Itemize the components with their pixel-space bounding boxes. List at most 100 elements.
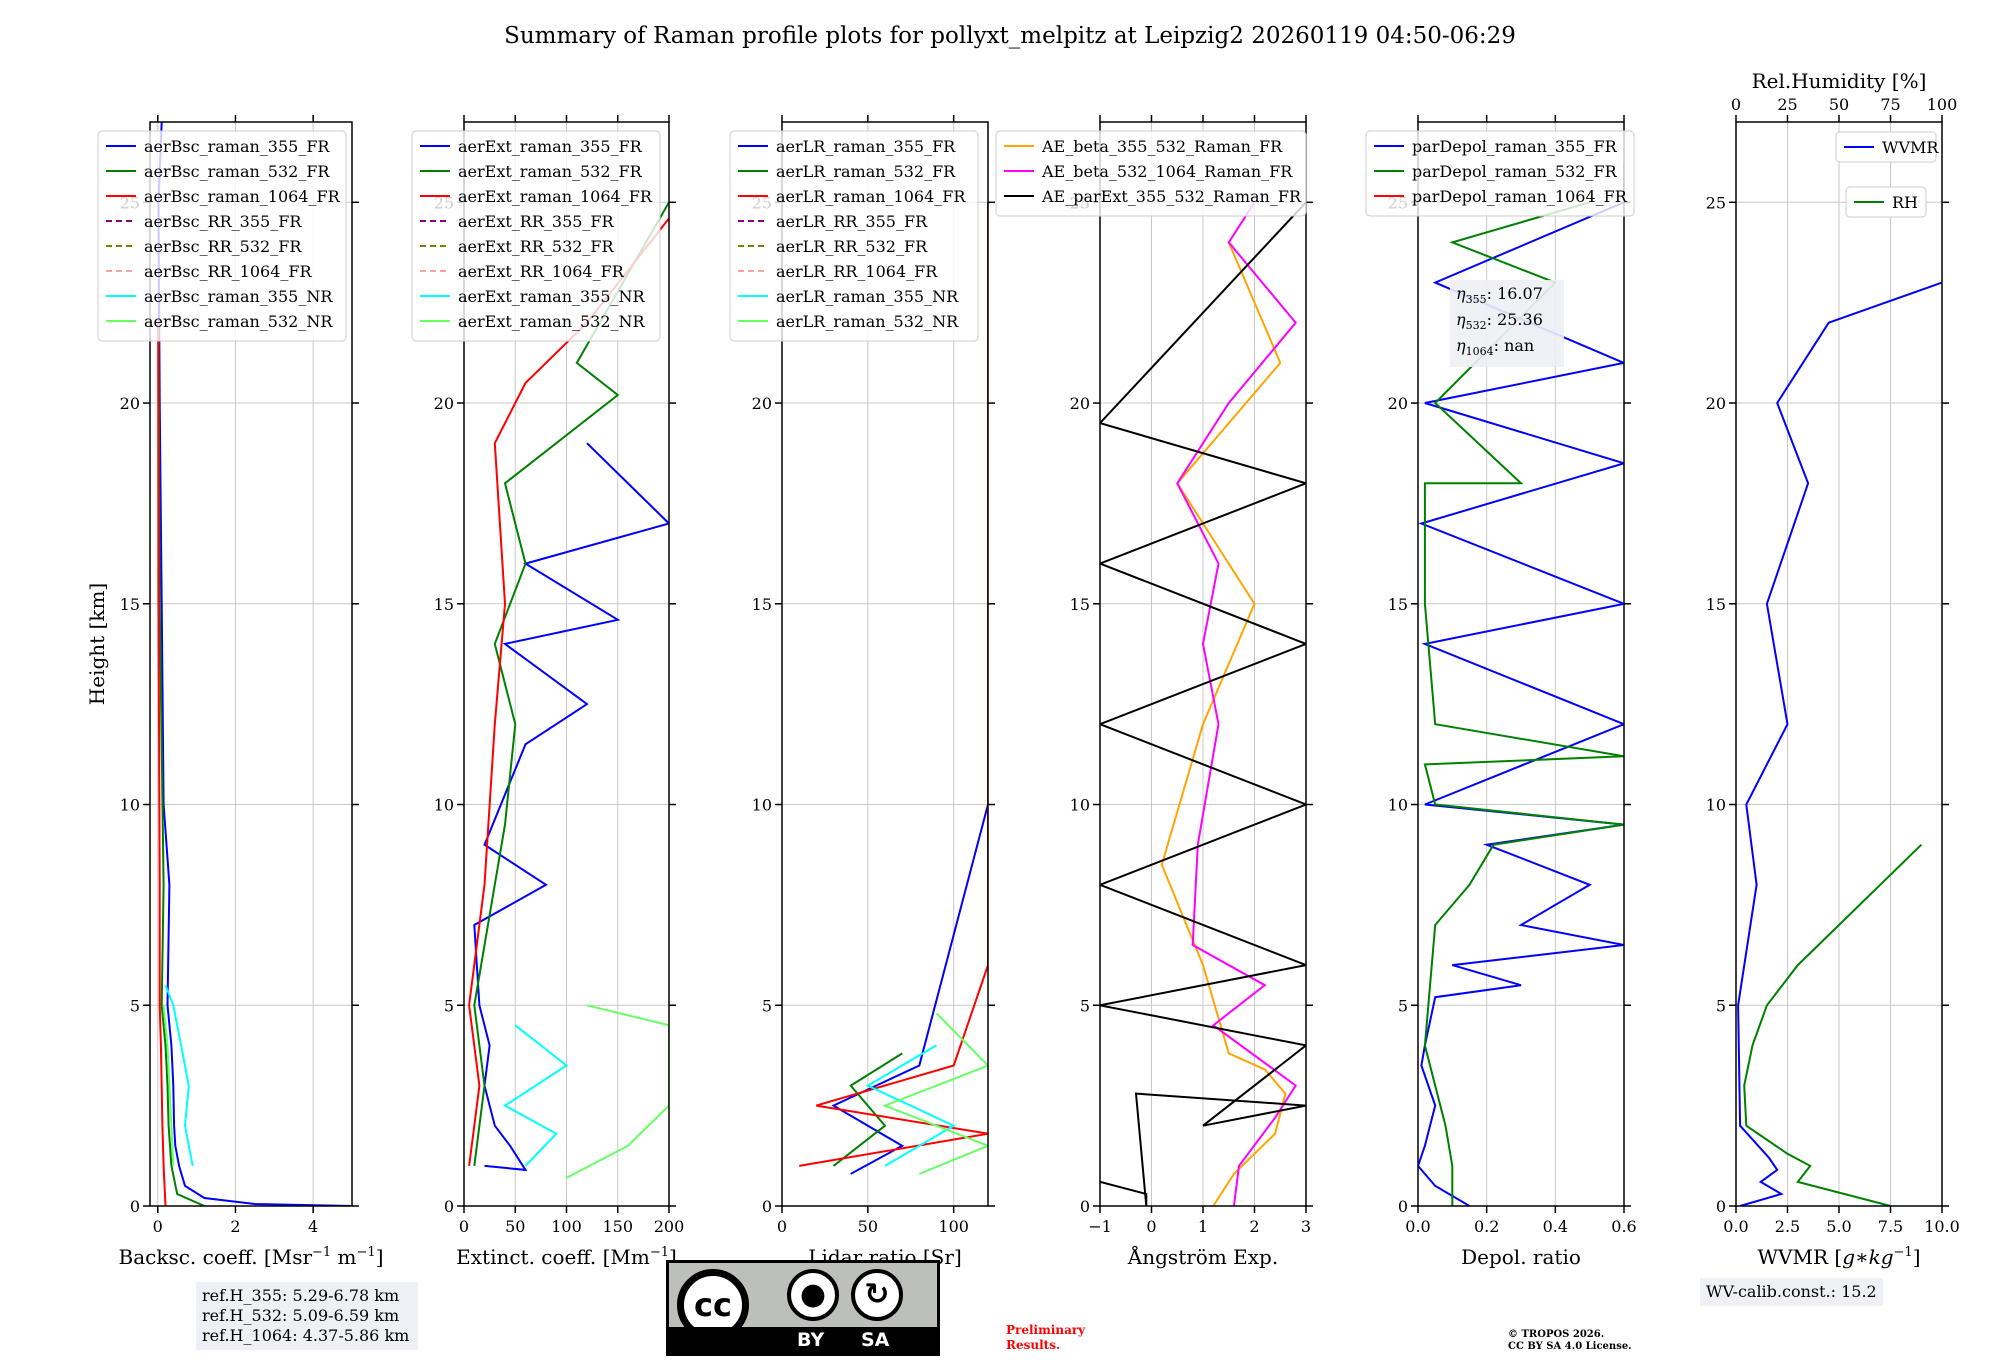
x-axis-label: WVMR [g∗kg−1]: [1757, 1245, 1920, 1269]
eta-532: η532: 25.36: [1456, 310, 1543, 333]
legend-label: aerLR_raman_355_NR: [776, 287, 959, 306]
y-tick-label: 5: [1080, 996, 1090, 1015]
top-x-tick-label: 75: [1880, 95, 1900, 114]
legend-box: [995, 130, 1307, 217]
x-tick-label: 7.5: [1878, 1217, 1903, 1236]
y-tick-label: 0: [130, 1197, 140, 1216]
series-line-AE_beta_532_1064_Raman_FR: [1176, 201, 1298, 1206]
legend-box: [1845, 186, 1927, 218]
x-axis-label: Depol. ratio: [1461, 1245, 1581, 1269]
share-alike-icon: ↻: [851, 1269, 903, 1321]
y-tick-label: 5: [1398, 996, 1408, 1015]
x-tick-label: 2: [1249, 1217, 1259, 1236]
legend-box: [97, 130, 347, 342]
legend-label: aerBsc_raman_532_FR: [144, 162, 330, 181]
x-tick-label: 5.0: [1826, 1217, 1851, 1236]
wv-calibration-box: WV-calib.const.: 15.2: [1700, 1278, 1883, 1306]
legend-label: aerBsc_raman_532_NR: [144, 312, 333, 331]
series-line-aerLR_raman_532_NR: [882, 1012, 988, 1175]
x-tick-label: 0.0: [1405, 1217, 1430, 1236]
series-group: [468, 201, 669, 1179]
legend-label: parDepol_raman_1064_FR: [1412, 187, 1628, 206]
series-line-aerBsc_raman_1064_FR: [157, 322, 167, 1206]
legend-label: aerExt_raman_355_FR: [458, 137, 643, 156]
x-tick-label: 50: [858, 1217, 878, 1236]
x-tick-label: 100: [938, 1217, 969, 1236]
y-tick-label: 15: [1388, 595, 1408, 614]
legend-label: parDepol_raman_355_FR: [1412, 137, 1618, 156]
x-tick-label: 0: [1146, 1217, 1156, 1236]
series-line-aerLR_raman_355_FR: [831, 403, 988, 1175]
series-line-aerLR_raman_1064_FR: [799, 202, 988, 1167]
y-tick-label: 0: [1080, 1197, 1090, 1216]
y-tick-label: 20: [1070, 394, 1090, 413]
y-tick-label: 20: [1388, 394, 1408, 413]
x-axis-label: Extinct. coeff. [Mm−1]: [456, 1245, 677, 1269]
y-tick-label: 10: [120, 796, 140, 815]
series-line-parDepol_raman_532_FR: [1423, 201, 1624, 1206]
series-line-aerBsc_raman_355_FR: [157, 122, 352, 1206]
legend-box: [1835, 131, 1937, 163]
plot-frame: [1417, 121, 1625, 1207]
legend-label: AE_beta_355_532_Raman_FR: [1041, 137, 1283, 156]
series-group: [1100, 201, 1306, 1206]
legend-label: aerBsc_RR_355_FR: [144, 212, 302, 231]
panel-lidar_ratio: 0501000510152025Lidar ratio [Sr]aerLR_ra…: [729, 115, 995, 1269]
y-tick-label: 10: [1070, 796, 1090, 815]
x-tick-label: 200: [654, 1217, 685, 1236]
y-tick-label: 20: [434, 394, 454, 413]
series-line-aerLR_raman_355_NR: [865, 1044, 956, 1167]
top-x-tick-label: 0: [1731, 95, 1741, 114]
legend-label: aerLR_RR_355_FR: [776, 212, 928, 231]
y-tick-label: 0: [444, 1197, 454, 1216]
series-line-aerExt_raman_532_NR: [566, 1004, 669, 1179]
legend-box: [411, 130, 661, 342]
cc-badge-by: BY: [797, 1329, 825, 1351]
y-tick-label: 15: [752, 595, 772, 614]
panel-backscatter: 0240510152025Backsc. coeff. [Msr−1 m−1]H…: [85, 115, 384, 1269]
y-tick-label: 10: [752, 796, 772, 815]
y-tick-label: 15: [120, 595, 140, 614]
x-axis-label: Backsc. coeff. [Msr−1 m−1]: [119, 1245, 384, 1269]
series-line-aerBsc_raman_355_NR: [164, 984, 194, 1167]
series-group: [1418, 162, 1624, 1206]
ref-height-1064: ref.H_1064: 4.37-5.86 km: [202, 1326, 410, 1345]
legend-box: [1365, 130, 1635, 217]
y-tick-label: 0: [1716, 1197, 1726, 1216]
legend-label: aerLR_raman_355_FR: [776, 137, 956, 156]
series-line-AE_beta_355_532_Raman_FR: [1160, 242, 1287, 1206]
y-tick-label: 20: [120, 394, 140, 413]
x-tick-label: −1: [1088, 1217, 1112, 1236]
series-line-aerExt_raman_1064_FR: [468, 217, 669, 1167]
legend-label: aerLR_RR_532_FR: [776, 237, 928, 256]
y-tick-label: 10: [1388, 796, 1408, 815]
legend-label: aerLR_raman_532_FR: [776, 162, 956, 181]
series-group: [1737, 281, 1942, 1206]
cc-badge-sa: SA: [861, 1329, 890, 1351]
x-tick-label: 1: [1198, 1217, 1208, 1236]
series-line-parDepol_raman_355_FR: [1418, 162, 1624, 1206]
top-axis-label: Rel.Humidity [%]: [1752, 69, 1927, 93]
legend-label: aerExt_raman_532_NR: [458, 312, 646, 331]
series-line-aerExt_raman_532_FR: [473, 201, 669, 1167]
x-tick-label: 50: [505, 1217, 525, 1236]
legend-label: RH: [1892, 193, 1918, 212]
x-tick-label: 3: [1301, 1217, 1311, 1236]
series-line-aerExt_raman_355_NR: [503, 1024, 569, 1167]
copyright-note: © TROPOS 2026. CC BY SA 4.0 License.: [1508, 1329, 1632, 1352]
preliminary-note: Preliminary Results.: [1006, 1323, 1086, 1352]
legend-label: aerBsc_RR_532_FR: [144, 237, 302, 256]
eta-1064: η1064: nan: [1456, 336, 1535, 359]
x-tick-label: 0: [777, 1217, 787, 1236]
y-tick-label: 5: [130, 996, 140, 1015]
x-tick-label: 10.0: [1924, 1217, 1960, 1236]
series-group: [799, 202, 988, 1175]
eta-box: η355: 16.07 η532: 25.36 η1064: nan: [1450, 280, 1564, 367]
legend-label: aerBsc_RR_1064_FR: [144, 262, 313, 281]
panel-wvmr: 0.0 2.5 5.0 7.5 10.0 0 5 10 15 20 25 WVMR [g∗kg−1] 0…: [1706, 69, 1960, 1269]
y-tick-label: 10: [434, 796, 454, 815]
series-group: [157, 122, 352, 1206]
x-tick-label: 0.4: [1543, 1217, 1568, 1236]
